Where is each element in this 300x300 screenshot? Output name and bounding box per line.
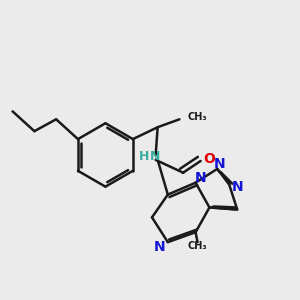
Text: O: O <box>203 152 215 166</box>
Text: N: N <box>231 180 243 194</box>
Text: CH₃: CH₃ <box>188 241 207 251</box>
Text: H: H <box>139 150 149 164</box>
Text: N: N <box>195 171 206 185</box>
Text: N: N <box>154 240 166 254</box>
Text: N: N <box>149 150 160 164</box>
Text: CH₃: CH₃ <box>188 112 207 122</box>
Text: N: N <box>214 157 225 171</box>
